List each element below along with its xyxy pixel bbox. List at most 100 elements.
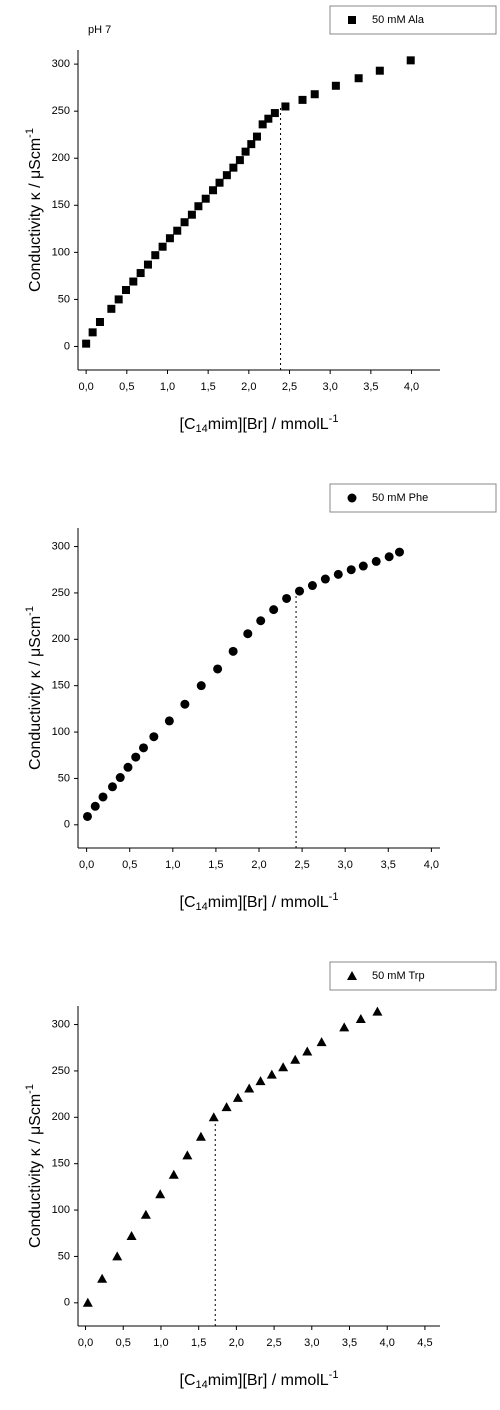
point [295,586,305,596]
point [339,1022,350,1032]
x-tick-label: 3,5 [381,859,396,871]
x-tick-label: 3,0 [338,859,353,871]
x-tick-label: 0,5 [122,859,137,871]
x-tick-label: 3,5 [363,381,378,393]
x-axis-label: [C14mim][Br] / mmolL-1 [180,891,339,913]
label-part: [C [180,1372,196,1389]
point [112,1251,123,1261]
y-tick-label: 200 [52,1111,70,1123]
label-part: 14 [196,901,208,913]
x-tick-label: 1,5 [208,859,223,871]
point [195,1131,206,1141]
point [354,74,363,83]
point [140,1209,151,1219]
y-tick-label: 200 [52,152,70,164]
point [180,699,190,709]
x-tick-label: 3,5 [342,1337,357,1349]
label-part: 14 [196,1379,208,1391]
point [82,1297,93,1307]
point [269,605,279,615]
point [298,95,307,104]
point [331,81,340,90]
label-part: -1 [24,1084,36,1094]
y-tick-label: 300 [52,1018,70,1030]
point [252,132,261,141]
point [126,1231,137,1241]
point [266,1069,277,1079]
y-axis-label: Conductivity κ / μScm-1 [24,1084,44,1248]
point [241,147,250,156]
x-tick-label: 1,0 [160,381,175,393]
point [136,269,145,278]
legend-marker [348,16,356,24]
label-part: mim][Br] / mmolL [208,416,329,433]
label-part: [C [180,894,196,911]
point [168,1169,179,1179]
y-tick-label: 50 [58,293,70,305]
point [115,773,125,783]
x-tick-label: 4,0 [380,1337,395,1349]
point [281,102,290,111]
point [243,629,253,639]
point [229,163,238,172]
point [139,743,149,753]
x-tick-label: 1,5 [201,381,216,393]
point [208,1112,219,1122]
point [282,593,292,603]
x-tick-label: 0,5 [116,1337,131,1349]
y-tick-label: 300 [52,540,70,552]
x-tick-label: 2,0 [241,381,256,393]
point [256,616,266,626]
point [213,664,223,674]
point [394,547,404,557]
label-part: -1 [329,413,339,425]
point [95,318,104,326]
y-tick-label: 0 [64,819,70,831]
point [149,732,159,742]
point [88,328,97,337]
point [107,304,116,313]
y-tick-label: 0 [64,1297,70,1309]
x-tick-label: 0,0 [78,1337,93,1349]
point [406,56,415,65]
x-axis-label: [C14mim][Br] / mmolL-1 [180,413,339,435]
point [221,1102,232,1112]
point [235,156,244,165]
x-tick-label: 4,0 [424,859,439,871]
label-part: mim][Br] / mmolL [208,894,329,911]
x-tick-label: 2,5 [266,1337,281,1349]
point [151,251,160,260]
point [215,178,224,187]
label-part: [C [180,416,196,433]
label-part: 14 [196,423,208,435]
x-tick-label: 2,5 [294,859,309,871]
point [164,716,174,726]
point [180,218,189,227]
point [143,260,152,269]
legend-label: 50 mM Phe [372,492,428,504]
point [129,277,138,286]
legend-box [329,483,497,513]
point [187,210,196,219]
point [302,1046,313,1056]
legend-box [329,5,497,35]
y-tick-label: 150 [52,1158,70,1170]
x-tick-label: 1,5 [191,1337,206,1349]
label-part: Conductivity κ / μScm [27,138,44,292]
y-tick-label: 0 [64,340,70,352]
point [114,295,123,304]
point [194,202,203,211]
point [82,339,91,348]
legend-label: 50 mM Ala [372,14,425,26]
y-tick-label: 250 [52,587,70,599]
x-axis-label: [C14mim][Br] / mmolL-1 [180,1369,339,1391]
y-tick-label: 300 [52,58,70,70]
x-tick-label: 2,5 [282,381,297,393]
y-tick-label: 250 [52,1065,70,1077]
point [82,811,92,821]
label-part: -1 [24,606,36,616]
point [278,1062,289,1072]
point [307,581,317,591]
x-tick-label: 3,0 [304,1337,319,1349]
y-tick-label: 50 [58,772,70,784]
